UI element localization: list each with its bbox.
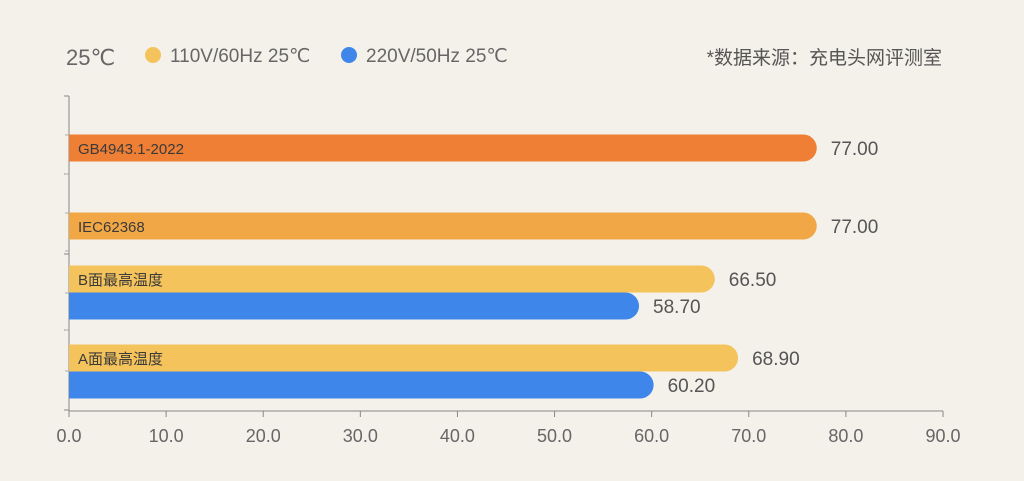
legend-marker-220v: [341, 47, 357, 63]
category-label: IEC62368: [78, 219, 145, 236]
data-source-note: *数据来源：充电头网评测室: [707, 47, 942, 69]
category-label: A面最高温度: [78, 351, 163, 368]
plot-area: 0.0 10.0 20.0 30.0 40.0 50.0 60.0 70.0 80.0 90.0 7…: [56, 95, 961, 446]
x-tick-label: 70.0: [731, 426, 766, 446]
legend-marker-110v: [145, 47, 161, 63]
bar-value-label: 60.20: [668, 376, 716, 397]
legend-label-110v: 110V/60Hz 25℃: [170, 46, 310, 67]
x-tick-label: 60.0: [634, 426, 669, 446]
bar: [69, 212, 817, 240]
x-tick-label: 0.0: [56, 426, 81, 446]
temperature-title: 25℃: [66, 45, 115, 70]
x-tick-label: 30.0: [343, 426, 378, 446]
legend-label-220v: 220V/50Hz 25℃: [366, 46, 508, 67]
bar: [69, 371, 654, 399]
x-tick-label: 20.0: [246, 426, 281, 446]
x-tick-label: 50.0: [537, 426, 572, 446]
bar: [69, 344, 739, 372]
bar-value-label: 68.90: [752, 349, 800, 370]
bar-value-label: 58.70: [653, 297, 701, 318]
x-tick-label: 10.0: [149, 426, 184, 446]
bar-value-label: 66.50: [729, 270, 777, 291]
category-label: B面最高温度: [78, 272, 163, 289]
x-tick-label: 90.0: [925, 426, 960, 446]
bar: [69, 265, 715, 293]
bar-value-label: 77.00: [831, 139, 879, 160]
bar-value-label: 77.00: [831, 217, 879, 238]
x-tick-label: 40.0: [440, 426, 475, 446]
bar: [69, 134, 817, 162]
category-label: GB4943.1-2022: [78, 141, 184, 158]
x-tick-label: 80.0: [828, 426, 863, 446]
bar: [69, 292, 640, 320]
